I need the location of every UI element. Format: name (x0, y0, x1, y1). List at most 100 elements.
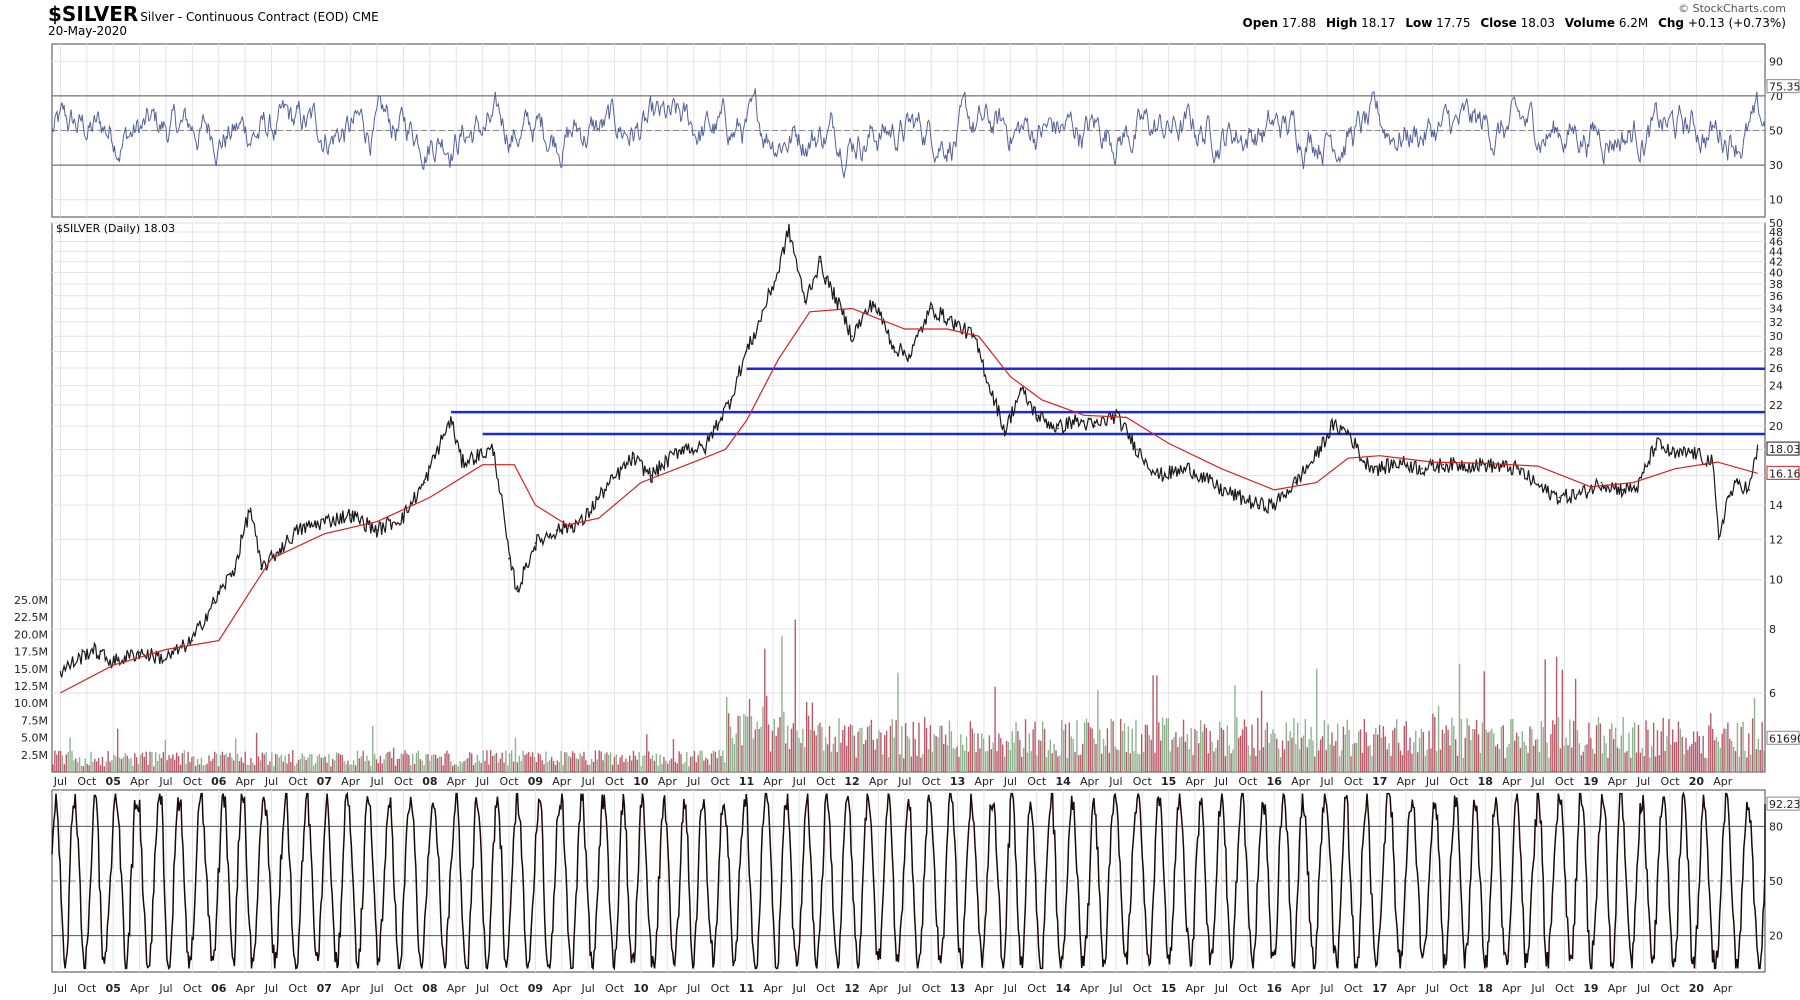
price-point (1093, 425, 1096, 427)
volume-tick-label: 5.0M (21, 732, 48, 745)
time-axis-label: Apr (1186, 982, 1206, 995)
rsi-panel: 10 30 50 70 90 75.35 (51, 43, 1800, 218)
price-point (1727, 496, 1729, 499)
time-axis-label: 09 (528, 775, 543, 788)
price-point (1579, 493, 1582, 496)
volume-label: Volume (1564, 16, 1615, 30)
price-point (402, 515, 405, 518)
price-line (59, 223, 1759, 678)
price-frame (51, 222, 1766, 773)
time-axis-label: Jul (1319, 775, 1333, 788)
price-point (777, 271, 779, 274)
price-point (787, 228, 790, 231)
time-axis-label: Apr (552, 982, 572, 995)
price-point (703, 448, 706, 451)
time-axis-label: Oct (922, 982, 942, 995)
price-point (1737, 481, 1740, 484)
time-axis-label: Oct (394, 775, 414, 788)
volume-value: 6.2M (1618, 16, 1649, 30)
volume-tick-label: 20.0M (14, 628, 48, 641)
time-axis-label: 07 (317, 982, 332, 995)
chart-symbol: $SILVER Silver - Continuous Contract (EOD… (48, 2, 379, 26)
time-axis-label: 08 (422, 982, 437, 995)
price-point (1421, 467, 1423, 470)
time-axis-label: Oct (1344, 775, 1364, 788)
price-point (803, 301, 806, 303)
time-axis-label: 19 (1583, 775, 1598, 788)
time-axis-label: Jul (581, 775, 595, 788)
price-tick-label: 34 (1769, 302, 1783, 315)
time-axis-label: 20 (1689, 775, 1705, 788)
rsi-last-value: 75.35 (1769, 81, 1800, 94)
time-axis-label: 17 (1372, 982, 1387, 995)
time-axis-label: Oct (605, 982, 625, 995)
stoch-tick-label: 50 (1769, 875, 1783, 888)
time-axis-label: 18 (1478, 775, 1493, 788)
time-axis-label: 14 (1055, 982, 1071, 995)
price-point (1273, 504, 1276, 506)
price-point (1463, 463, 1465, 466)
time-axis-label: 17 (1372, 775, 1387, 788)
price-point (1057, 427, 1059, 430)
price-point (1331, 425, 1334, 427)
time-axis-label: 15 (1161, 775, 1176, 788)
price-point (191, 639, 194, 642)
price-panel-title: $SILVER (Daily) 18.03 (56, 222, 175, 235)
price-tick-label: 50 (1769, 217, 1783, 230)
time-axis-label: 12 (844, 775, 859, 788)
price-tick-label: 24 (1769, 380, 1783, 393)
time-axis-label: Apr (1291, 775, 1311, 788)
price-point (1220, 489, 1223, 491)
price-point (492, 448, 494, 451)
time-axis-label: Oct (499, 775, 519, 788)
time-axis-label: 09 (528, 982, 543, 995)
time-axis-label: 16 (1267, 775, 1283, 788)
price-point (1717, 538, 1720, 541)
time-axis-label: Jul (158, 775, 172, 788)
time-axis-label: Apr (1608, 982, 1628, 995)
time-axis-label: Jul (897, 982, 911, 995)
price-point (476, 454, 479, 457)
time-axis-label: Oct (394, 982, 414, 995)
price-tick-label: 48 (1769, 226, 1783, 239)
time-axis-label: Apr (974, 982, 994, 995)
low-label: Low (1405, 16, 1433, 30)
rsi-tick-label: 10 (1769, 194, 1783, 207)
price-tick-label: 32 (1769, 316, 1783, 329)
time-axis-label: Oct (288, 775, 308, 788)
time-axis-label: Jul (1319, 982, 1333, 995)
stochastic-line (51, 791, 1766, 971)
stoch-last-value: 92.23 (1769, 798, 1800, 811)
time-axis-label: Jul (53, 775, 67, 788)
time-axis-label: Oct (1027, 775, 1047, 788)
time-axis-label: Oct (1027, 982, 1047, 995)
time-axis-label: 16 (1267, 982, 1283, 995)
high-label: High (1326, 16, 1358, 30)
time-axis-label: 14 (1055, 775, 1071, 788)
stoch-tick-label: 20 (1769, 930, 1783, 943)
time-axis-label: Oct (1555, 982, 1575, 995)
time-axis-label: Jul (369, 982, 383, 995)
volume-tick-label: 12.5M (14, 680, 48, 693)
time-axis-label: Apr (974, 775, 994, 788)
low-value: 17.75 (1436, 16, 1471, 30)
price-point (1115, 414, 1117, 417)
price-point (91, 648, 93, 651)
time-axis-label: Oct (1133, 982, 1153, 995)
price-point (1294, 481, 1297, 484)
price-point (1558, 496, 1560, 499)
price-point (138, 651, 141, 654)
time-axis-label: Oct (1555, 775, 1575, 788)
price-point (1004, 430, 1006, 433)
quote-bar: Open 17.88 High 18.17 Low 17.75 Close 18… (1237, 16, 1786, 30)
price-point (423, 481, 426, 484)
time-axis-label: Jul (1003, 775, 1017, 788)
time-axis-label: Jul (475, 775, 489, 788)
time-axis-label: Jul (792, 775, 806, 788)
time-axis-label: Jul (475, 982, 489, 995)
open-label: Open (1242, 16, 1278, 30)
time-axis-label: Apr (1186, 775, 1206, 788)
price-point (1035, 414, 1038, 417)
price-point (249, 507, 252, 510)
price-point (1315, 454, 1318, 457)
